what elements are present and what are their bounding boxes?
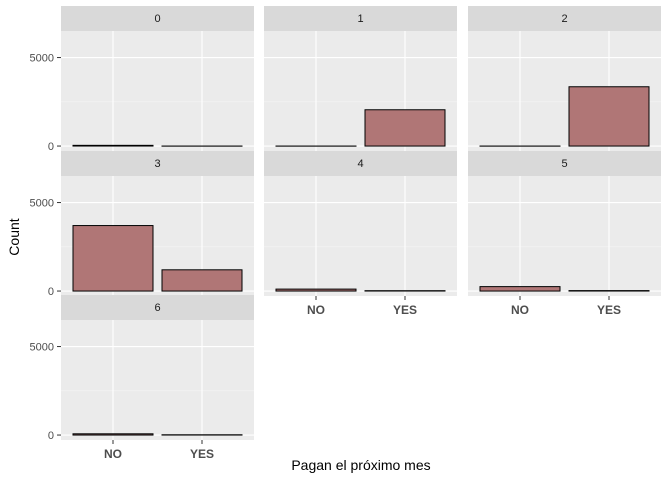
x-tick-label: NO (511, 303, 529, 317)
bar-yes (364, 109, 446, 147)
facet-panel (61, 320, 254, 440)
bar-no (275, 288, 357, 292)
y-tick-label: 0 (48, 286, 54, 298)
y-tick-label: 5000 (30, 198, 54, 210)
bar-yes (161, 269, 243, 292)
x-tick-label: YES (597, 303, 621, 317)
facet-panel (61, 31, 254, 151)
bar-no (72, 225, 154, 292)
y-tick-label: 0 (48, 430, 54, 442)
bar-yes (568, 86, 650, 147)
facet-strip-label: 5 (561, 158, 567, 170)
facet-strip (264, 6, 457, 31)
x-axis-title: Pagan el próximo mes (291, 457, 430, 473)
y-tick-label: 0 (48, 141, 54, 153)
y-tick-label: 5000 (30, 53, 54, 65)
bar-no (479, 286, 561, 292)
x-tick-label: YES (393, 303, 417, 317)
facet-strip (61, 6, 254, 31)
facet-panel (264, 176, 457, 296)
facet-strip-label: 4 (357, 158, 363, 170)
x-tick-label: YES (190, 447, 214, 461)
facet-strip-label: 6 (154, 302, 160, 314)
facet-strip-label: 3 (154, 158, 160, 170)
facet-strip (468, 151, 661, 176)
x-tick-label: NO (104, 447, 122, 461)
x-tick-label: NO (307, 303, 325, 317)
y-axis-title: Count (6, 218, 22, 255)
facet-strip-label: 2 (561, 13, 567, 25)
facet-strip-label: 0 (154, 13, 160, 25)
facet-strip (61, 151, 254, 176)
bar-no (72, 433, 154, 436)
facet-strip (468, 6, 661, 31)
facet-strip-label: 1 (357, 13, 363, 25)
facet-strip (264, 151, 457, 176)
bar-no (72, 144, 154, 147)
y-tick-label: 5000 (30, 342, 54, 354)
facet-panel (468, 176, 661, 296)
facet-strip (61, 295, 254, 320)
